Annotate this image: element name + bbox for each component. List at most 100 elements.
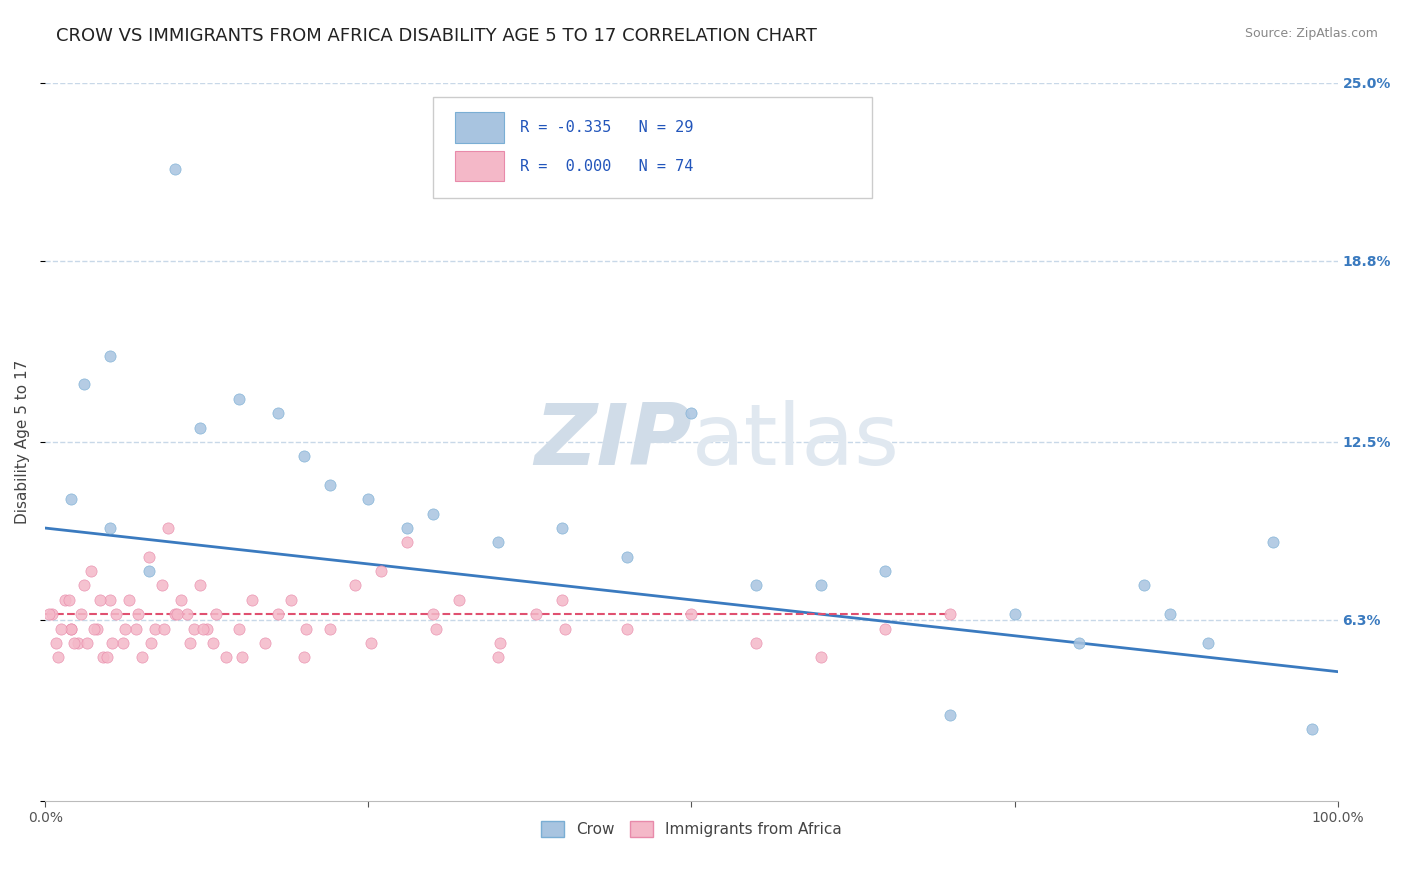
Y-axis label: Disability Age 5 to 17: Disability Age 5 to 17	[15, 359, 30, 524]
Point	[49, 622, 72, 636]
Point	[267, 406, 290, 420]
Point	[190, 578, 212, 592]
Text: atlas: atlas	[692, 401, 900, 483]
Point	[551, 521, 574, 535]
Point	[138, 549, 160, 564]
Point	[76, 636, 98, 650]
Point	[205, 607, 228, 622]
Point	[98, 521, 121, 535]
Point	[179, 636, 201, 650]
Point	[939, 707, 962, 722]
Point	[89, 592, 111, 607]
Point	[70, 607, 93, 622]
Point	[681, 406, 703, 420]
Point	[486, 535, 509, 549]
Point	[396, 521, 419, 535]
Point	[370, 564, 392, 578]
Point	[295, 622, 318, 636]
Point	[131, 650, 153, 665]
FancyBboxPatch shape	[433, 97, 872, 198]
Text: ZIP: ZIP	[534, 401, 692, 483]
Point	[153, 622, 176, 636]
Point	[86, 622, 108, 636]
Point	[1197, 636, 1219, 650]
Point	[1261, 535, 1284, 549]
Point	[1133, 578, 1156, 592]
Point	[524, 607, 547, 622]
Point	[190, 420, 212, 434]
Text: CROW VS IMMIGRANTS FROM AFRICA DISABILITY AGE 5 TO 17 CORRELATION CHART: CROW VS IMMIGRANTS FROM AFRICA DISABILIT…	[56, 27, 817, 45]
Point	[163, 162, 186, 177]
Point	[875, 622, 897, 636]
FancyBboxPatch shape	[456, 151, 505, 181]
Point	[111, 636, 134, 650]
Point	[616, 622, 638, 636]
Point	[551, 592, 574, 607]
Point	[73, 578, 96, 592]
Point	[745, 636, 768, 650]
Point	[125, 622, 148, 636]
Point	[292, 650, 315, 665]
Point	[73, 377, 96, 392]
Point	[38, 607, 60, 622]
Legend: Crow, Immigrants from Africa: Crow, Immigrants from Africa	[534, 815, 848, 844]
Point	[127, 607, 149, 622]
Point	[292, 450, 315, 464]
Point	[53, 592, 76, 607]
Point	[360, 636, 382, 650]
Point	[118, 592, 141, 607]
Point	[422, 507, 444, 521]
Point	[166, 607, 188, 622]
Point	[1301, 722, 1323, 736]
Point	[58, 592, 80, 607]
Point	[66, 636, 89, 650]
Point	[60, 622, 83, 636]
Point	[98, 592, 121, 607]
Point	[98, 349, 121, 363]
Point	[240, 592, 263, 607]
Point	[681, 607, 703, 622]
Point	[1069, 636, 1091, 650]
Text: Source: ZipAtlas.com: Source: ZipAtlas.com	[1244, 27, 1378, 40]
Point	[616, 549, 638, 564]
Point	[357, 492, 380, 507]
Text: R = -0.335   N = 29: R = -0.335 N = 29	[520, 120, 693, 135]
Point	[101, 636, 124, 650]
Point	[60, 492, 83, 507]
Point	[447, 592, 470, 607]
Point	[195, 622, 218, 636]
Point	[231, 650, 253, 665]
Point	[554, 622, 576, 636]
Point	[157, 521, 180, 535]
Point	[1159, 607, 1181, 622]
Point	[183, 622, 205, 636]
Text: R =  0.000   N = 74: R = 0.000 N = 74	[520, 159, 693, 174]
Point	[489, 636, 512, 650]
Point	[1004, 607, 1026, 622]
Point	[228, 622, 250, 636]
Point	[191, 622, 214, 636]
Point	[875, 564, 897, 578]
Point	[96, 650, 118, 665]
Point	[41, 607, 63, 622]
Point	[79, 564, 101, 578]
Point	[46, 650, 69, 665]
Point	[143, 622, 166, 636]
Point	[810, 578, 832, 592]
Point	[93, 650, 115, 665]
Point	[253, 636, 276, 650]
Point	[176, 607, 198, 622]
Point	[318, 622, 340, 636]
Point	[810, 650, 832, 665]
Point	[83, 622, 105, 636]
Point	[170, 592, 193, 607]
Point	[425, 622, 447, 636]
Point	[344, 578, 367, 592]
Point	[396, 535, 419, 549]
Point	[105, 607, 128, 622]
Point	[150, 578, 173, 592]
Point	[939, 607, 962, 622]
Point	[267, 607, 290, 622]
Point	[486, 650, 509, 665]
Point	[45, 636, 67, 650]
